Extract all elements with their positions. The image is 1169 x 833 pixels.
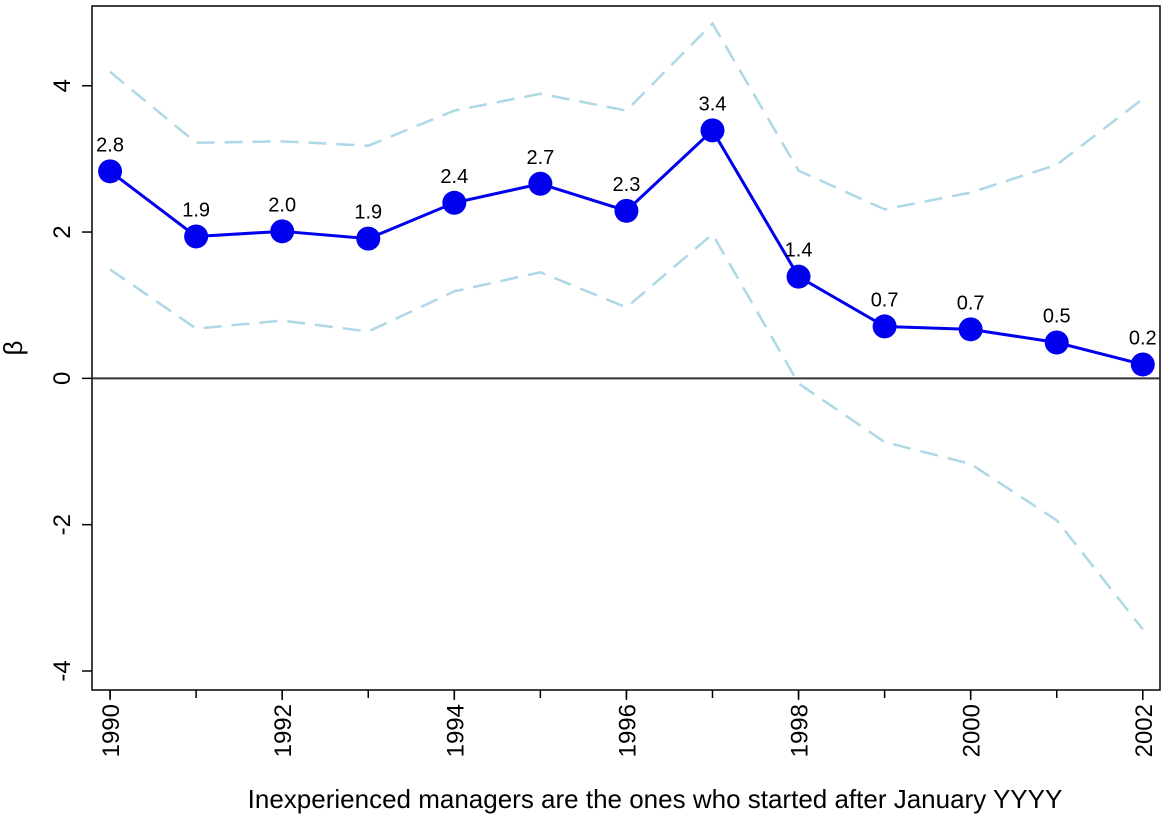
- point: [98, 159, 123, 184]
- point: [356, 226, 381, 251]
- confidence-band: [109, 232, 1144, 631]
- value-label: 2.0: [268, 194, 296, 216]
- y-tick-label: -2: [49, 514, 76, 535]
- x-tick-label: 1990: [98, 704, 125, 757]
- x-tick-label: 2000: [959, 704, 986, 757]
- value-label: 0.7: [871, 289, 899, 311]
- value-label: 2.7: [526, 147, 554, 169]
- point: [872, 314, 897, 339]
- x-tick-label: 1994: [442, 704, 469, 757]
- point: [1044, 330, 1069, 355]
- point: [442, 190, 467, 215]
- x-tick-label: 1996: [614, 704, 641, 757]
- value-label: 1.9: [354, 202, 382, 224]
- value-label: 2.3: [613, 174, 641, 196]
- point: [528, 171, 553, 196]
- value-label: 1.4: [785, 240, 813, 262]
- y-axis-label: β: [0, 341, 28, 356]
- point: [614, 198, 639, 223]
- y-tick-label: -4: [49, 660, 76, 681]
- confidence-band: [109, 21, 1144, 211]
- point: [270, 219, 295, 244]
- point: [786, 264, 811, 289]
- value-label: 0.5: [1043, 306, 1071, 328]
- value-label: 3.4: [699, 93, 727, 115]
- value-label: 2.4: [440, 166, 468, 188]
- x-tick-label: 1992: [270, 704, 297, 757]
- x-axis-label: Inexperienced managers are the ones who …: [248, 784, 1063, 814]
- y-tick-label: 0: [49, 372, 76, 385]
- series-line: [109, 127, 1144, 366]
- value-label: 1.9: [182, 199, 210, 221]
- point: [958, 317, 983, 342]
- value-label: 2.8: [96, 134, 124, 156]
- value-label: 0.7: [957, 292, 985, 314]
- point: [700, 118, 725, 143]
- plot-frame: [91, 5, 1161, 691]
- y-tick-label: 2: [49, 225, 76, 238]
- point: [1130, 352, 1155, 377]
- point: [184, 224, 209, 249]
- y-tick-label: 4: [49, 79, 76, 92]
- x-tick-label: 2002: [1131, 704, 1158, 757]
- x-tick-label: 1998: [787, 704, 814, 757]
- value-label: 0.2: [1129, 327, 1157, 349]
